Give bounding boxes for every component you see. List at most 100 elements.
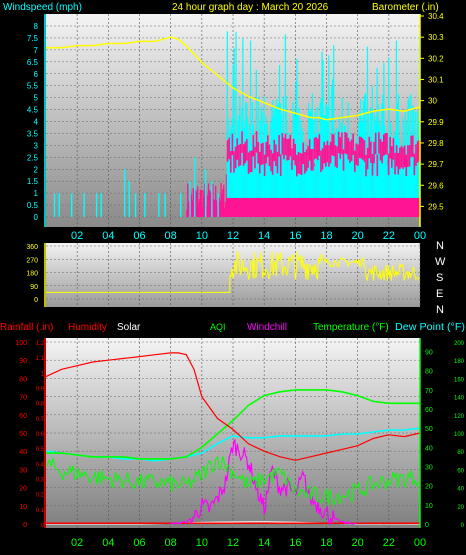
gust-bar	[271, 153, 274, 175]
gust-bar	[297, 186, 300, 217]
wind-bar	[164, 193, 166, 217]
gust-bar	[392, 179, 394, 217]
wind-tick-label: 1.5	[27, 177, 39, 186]
gust-bar	[405, 154, 408, 177]
wind-bar	[123, 169, 126, 217]
aqi-tick-label: 20	[457, 505, 464, 511]
wind-bar	[353, 138, 355, 198]
temperature-tick-label: 80	[425, 369, 433, 376]
gust-bar	[244, 141, 247, 164]
compass-e: E	[436, 288, 443, 300]
gust-bar	[333, 134, 335, 157]
barometer-tick-label: 29.5	[428, 202, 444, 211]
gust-bar	[212, 183, 214, 217]
gust-bar	[403, 184, 406, 217]
gust-bar	[186, 209, 188, 217]
gust-bar	[226, 140, 229, 162]
solar-label: Solar	[117, 322, 141, 333]
wind-bar	[299, 164, 301, 198]
gust-bar	[277, 183, 279, 217]
gust-bar	[280, 193, 282, 217]
wind-bar	[249, 40, 252, 198]
gust-bar	[236, 138, 239, 160]
gust-bar	[258, 151, 261, 174]
gust-bar	[331, 133, 334, 156]
wind-bar	[315, 133, 317, 198]
gust-bar	[336, 146, 338, 168]
gust-bar	[222, 188, 224, 217]
gust-bar	[266, 185, 268, 217]
gust-bar	[198, 199, 201, 217]
gust-bar	[308, 139, 311, 161]
temperature-tick-label: 90	[425, 350, 433, 357]
aqi-tick-label: 180	[454, 359, 465, 365]
wind-bar	[269, 150, 271, 198]
wind-bar	[231, 118, 233, 198]
gust-bar	[350, 139, 353, 161]
gust-bar	[387, 153, 390, 176]
wind-bar	[254, 138, 256, 198]
wind-tick-label: 0	[34, 213, 39, 222]
gust-bar	[307, 146, 309, 168]
gust-bar	[333, 186, 335, 217]
direction-tick-label: 180	[26, 271, 38, 278]
gust-bar	[262, 142, 264, 165]
wind-bar	[241, 108, 243, 198]
gust-bar	[191, 200, 193, 217]
wind-bar	[286, 154, 288, 198]
wind-bar	[158, 193, 160, 217]
gust-bar	[321, 148, 324, 170]
gust-bar	[411, 192, 414, 217]
gust-bar	[273, 139, 276, 162]
aqi-tick-label: 160	[454, 377, 465, 383]
gust-bar	[287, 185, 290, 217]
humidity-tick-label: 20	[19, 486, 27, 493]
wind-bar	[334, 153, 336, 198]
gust-bar	[312, 188, 314, 217]
gust-bar	[383, 188, 385, 217]
temperature-tick-label: 10	[425, 503, 433, 510]
wind-bar	[416, 147, 418, 198]
gust-bar	[392, 138, 395, 160]
gust-bar	[270, 188, 273, 217]
gust-bar	[373, 141, 375, 164]
x-tick-label: 06	[133, 230, 145, 242]
x-tick-label: 04	[102, 537, 114, 549]
gust-bar	[408, 190, 410, 217]
wind-bar	[337, 131, 340, 198]
gust-bar	[260, 143, 263, 165]
wind-tick-label: 8	[34, 22, 39, 31]
gust-bar	[314, 191, 317, 217]
graph-title: 24 hour graph day : March 20 2026	[172, 2, 329, 13]
wind-bar	[290, 165, 292, 198]
wind-bar	[278, 65, 281, 198]
wind-bar	[252, 125, 255, 198]
wind-bar	[180, 193, 182, 217]
gust-bar	[348, 187, 351, 217]
gust-bar	[187, 183, 189, 217]
wind-bar	[263, 96, 265, 198]
gust-bar	[304, 152, 306, 174]
aqi-tick-label: 60	[457, 468, 464, 474]
gust-bar	[332, 178, 335, 217]
x-tick-label: 08	[165, 230, 177, 242]
gust-bar	[413, 190, 416, 217]
gust-bar	[224, 202, 227, 217]
wind-bar	[330, 154, 332, 198]
gust-bar	[418, 139, 420, 162]
wind-bar	[338, 115, 341, 198]
gust-bar	[214, 200, 216, 217]
gust-bar	[382, 186, 384, 217]
humidity-tick-label: 10	[19, 504, 27, 511]
gust-bar	[384, 133, 387, 155]
gust-bar	[320, 150, 322, 173]
gust-bar	[413, 153, 416, 176]
wind-tick-label: 6	[34, 70, 39, 79]
gust-bar	[262, 179, 264, 217]
gust-bar	[251, 179, 254, 217]
gust-bar	[277, 192, 280, 217]
humidity-tick-label: 60	[19, 413, 27, 420]
temperature-tick-label: 70	[425, 388, 433, 395]
gust-bar	[326, 140, 329, 163]
gust-bar	[394, 152, 396, 175]
